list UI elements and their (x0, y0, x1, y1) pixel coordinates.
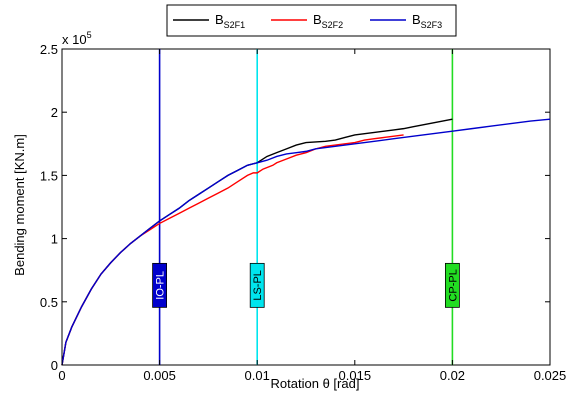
series-line-s2f2 (61, 134, 404, 366)
x-tick-label: 0.005 (143, 368, 176, 383)
y-tick-label: 0 (51, 358, 58, 373)
legend-box (166, 4, 457, 37)
y-axis-label: Bending moment [KN.m] (12, 134, 27, 276)
reference-lines (158, 49, 454, 365)
y-tick-label: 0.5 (40, 295, 58, 310)
axis-ticks: 0 0.005 0.01 0.015 0.02 0.025 0 0.5 1 1.5 2 2.5 (40, 42, 566, 383)
reference-label-box (249, 262, 265, 308)
x-tick-label: 0.01 (245, 368, 270, 383)
legend-entry-s2f1: BS2F1 (173, 12, 245, 30)
y-tick-label: 1 (51, 232, 58, 247)
y-tick-label: 1.5 (40, 168, 58, 183)
legend-label: BS2F1 (215, 12, 245, 30)
reference-label-box (152, 262, 168, 308)
x-tick-label: 0.025 (534, 368, 567, 383)
x-axis-label: Rotation θ [rad] (271, 376, 360, 391)
reference-label-ls-pl: LS-PL (249, 262, 265, 308)
series-line-s2f3 (61, 118, 551, 366)
y-axis-multiplier: x 105 (62, 30, 92, 47)
legend-entry-s2f2: BS2F2 (271, 12, 343, 30)
reference-label-cp-pl: CP-PL (444, 262, 460, 308)
reference-label-text: LS-PL (252, 270, 264, 301)
x-tick-label: 0 (58, 368, 65, 383)
y-tick-label: 2.5 (40, 42, 58, 57)
reference-label-box (444, 262, 460, 308)
reference-label-text: CP-PL (447, 269, 459, 301)
reference-label-text: IO-PL (155, 271, 167, 300)
legend-label: BS2F3 (412, 12, 442, 30)
plot-area (61, 48, 551, 366)
x-tick-label: 0.02 (440, 368, 465, 383)
reference-labels: IO-PL LS-PL CP-PL (152, 262, 460, 308)
y-tick-label: 2 (51, 105, 58, 120)
series-lines (61, 118, 551, 366)
reference-label-io-pl: IO-PL (152, 262, 168, 308)
x-tick-label: 0.015 (339, 368, 372, 383)
legend-entry-s2f3: BS2F3 (370, 12, 442, 30)
legend-label: BS2F2 (313, 12, 343, 30)
legend: BS2F1 BS2F2 BS2F3 (166, 4, 457, 37)
